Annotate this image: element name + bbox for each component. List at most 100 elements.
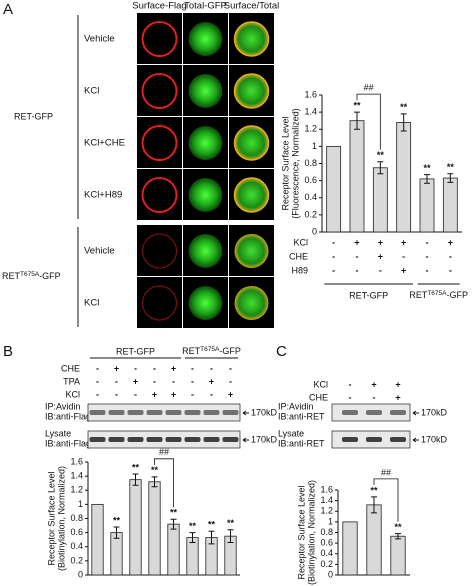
blot-band	[89, 410, 106, 415]
condition-sign: +	[395, 379, 400, 389]
column-header: Surface-Flag	[132, 1, 186, 12]
blot-label: Lysate	[45, 428, 71, 438]
group-label-suffix: -GFP	[219, 346, 241, 356]
y-tick-label: 0.4	[70, 541, 83, 551]
cell-surface	[141, 125, 178, 161]
cell-merge-ring	[233, 125, 270, 161]
condition-label: CHE	[309, 392, 328, 402]
blot-label: IB:anti-RET	[278, 438, 325, 448]
row-label: Vehicle	[84, 34, 115, 45]
error-bar	[189, 532, 196, 544]
bar	[186, 537, 199, 576]
significance: **	[394, 522, 402, 532]
bar	[442, 177, 458, 233]
row-label: KCl	[84, 298, 99, 309]
y-axis-label: Receptor Surface Level	[280, 116, 290, 210]
condition-sign: -	[191, 376, 194, 386]
error-bar	[424, 174, 430, 184]
blot-band	[366, 410, 382, 415]
y-tick-label: 0.4	[304, 192, 317, 202]
cell-merge-ring	[233, 21, 270, 57]
group-label-suffix: -GFP	[39, 271, 61, 281]
cell-merge-ring	[233, 177, 270, 213]
condition-label: H89	[291, 265, 308, 275]
group-label: RET-GFP	[14, 111, 53, 121]
y-tick-label: 0	[78, 569, 83, 579]
cell-merge	[234, 22, 269, 56]
y-tick-label: 1	[312, 141, 317, 151]
blot-band	[222, 410, 239, 415]
comparison-label: ##	[381, 467, 391, 477]
condition-sign: -	[96, 363, 99, 373]
significance: **	[353, 101, 361, 111]
error-bar	[400, 113, 407, 132]
blot-band	[146, 410, 163, 415]
blot-arrow	[242, 437, 249, 443]
cell-surface	[141, 285, 178, 321]
condition-sign: -	[96, 376, 99, 386]
significance: **	[189, 521, 197, 531]
y-tick-label: 0.6	[320, 538, 333, 548]
blot-band	[127, 437, 144, 442]
condition-sign: -	[115, 389, 118, 399]
cell-surface	[141, 233, 178, 269]
comparison-bracket	[373, 478, 399, 522]
y-tick-label: 0.8	[304, 158, 317, 168]
condition-sign: +	[171, 389, 176, 399]
significance: **	[113, 515, 121, 525]
blot-band	[108, 410, 125, 415]
bar	[91, 503, 104, 576]
y-tick-label: 0.2	[70, 555, 83, 565]
cell-total	[188, 234, 223, 268]
blot-band	[89, 437, 106, 442]
cell-merge	[234, 234, 269, 268]
group-label-suffix: -GFP	[446, 290, 468, 300]
bar	[342, 521, 358, 576]
significance: **	[151, 465, 159, 475]
condition-sign: +	[133, 376, 138, 386]
condition-sign: +	[371, 379, 376, 389]
condition-sign: -	[191, 389, 194, 399]
error-bar	[377, 161, 384, 175]
significance: **	[227, 518, 235, 528]
blot-band	[165, 410, 182, 415]
blot-band	[184, 410, 201, 415]
error-bar	[151, 476, 158, 488]
column-header: Total-GFP	[184, 1, 227, 12]
y-axis-label: Receptor Surface Level	[296, 485, 306, 579]
condition-sign: -	[96, 389, 99, 399]
condition-sign: -	[332, 251, 335, 261]
y-tick-label: 1.4	[70, 471, 83, 481]
condition-sign: +	[228, 389, 233, 399]
condition-sign: -	[426, 251, 429, 261]
condition-sign: +	[448, 237, 453, 247]
blot-band	[366, 437, 382, 442]
condition-label: KCl	[65, 389, 80, 399]
blot-label: IB:anti-Flag	[45, 411, 91, 421]
condition-sign: -	[449, 251, 452, 261]
significance: **	[132, 462, 140, 472]
condition-sign: -	[332, 265, 335, 275]
condition-sign: +	[401, 237, 406, 247]
condition-sign: -	[349, 379, 352, 389]
condition-label: KCl	[313, 379, 328, 389]
significance: **	[208, 520, 216, 530]
condition-sign: -	[229, 363, 232, 373]
condition-sign: -	[134, 389, 137, 399]
blot-marker: 170kD	[251, 434, 278, 444]
group-label: RET-GFP	[349, 290, 388, 300]
condition-sign: -	[191, 363, 194, 373]
error-bar	[447, 173, 454, 183]
group-label-base: RET	[409, 290, 428, 300]
blot-band	[127, 410, 144, 415]
cell-merge	[234, 286, 269, 320]
y-tick-label: 1	[78, 499, 83, 509]
error-bar	[395, 533, 401, 540]
condition-label: KCl	[293, 237, 308, 247]
error-bar	[113, 526, 120, 539]
condition-sign: -	[449, 265, 452, 275]
error-bar	[208, 530, 215, 545]
condition-sign: -	[332, 237, 335, 247]
condition-sign: -	[229, 376, 232, 386]
blot-band	[184, 437, 201, 442]
